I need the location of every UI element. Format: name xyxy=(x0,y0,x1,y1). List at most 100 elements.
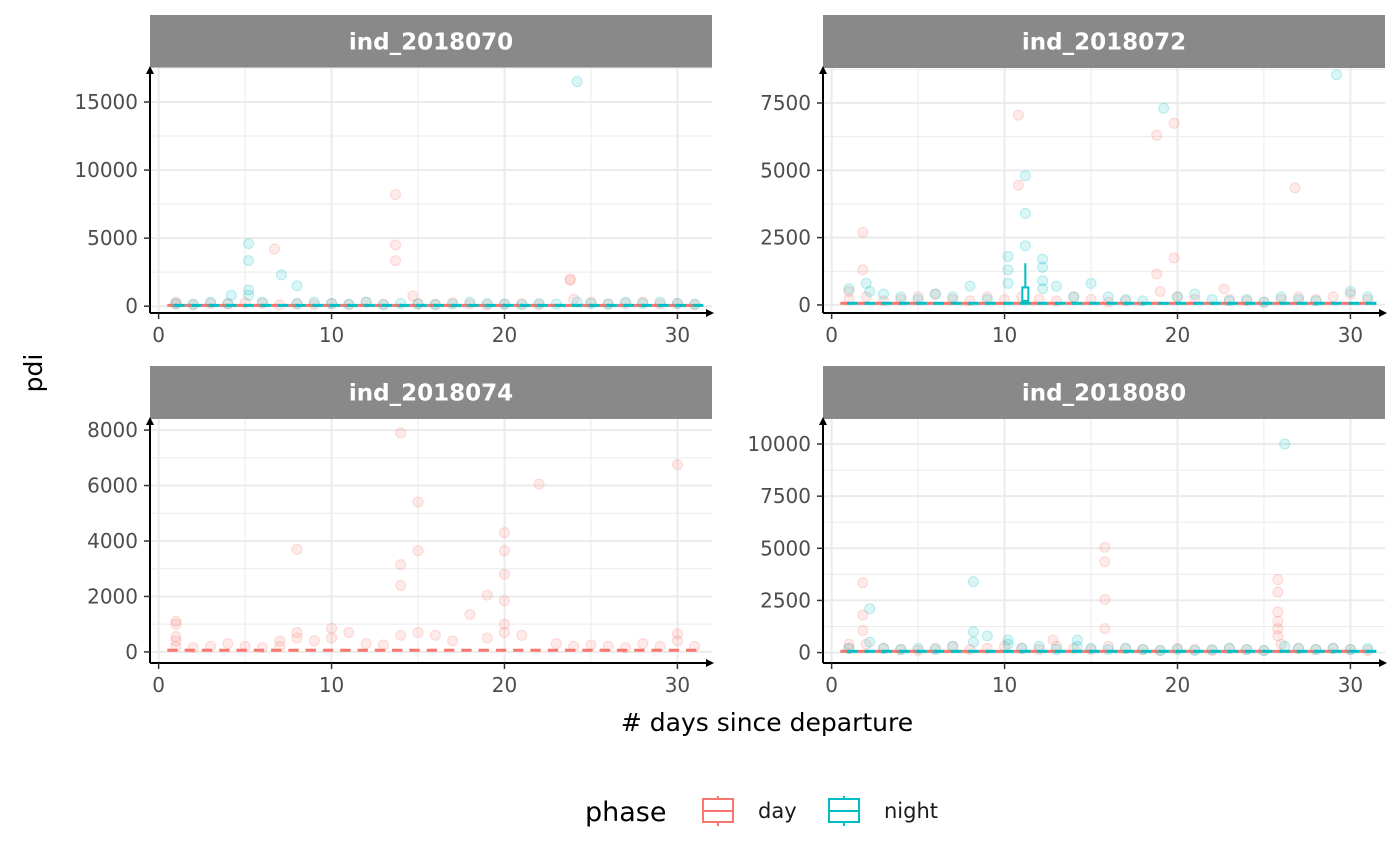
y-axis-title: pdi xyxy=(19,354,48,393)
data-point-night xyxy=(1050,643,1062,655)
data-point-day xyxy=(1289,182,1301,194)
data-point-night xyxy=(1068,291,1080,303)
data-point-day xyxy=(1272,623,1284,635)
data-point-night xyxy=(1171,643,1183,655)
data-point-day xyxy=(390,189,402,201)
legend-title: phase xyxy=(585,797,666,828)
data-point-night xyxy=(981,630,993,642)
data-point-night xyxy=(671,297,683,309)
data-point-night xyxy=(1085,277,1097,289)
facet-strip-label: ind_2018074 xyxy=(349,381,513,407)
y-axis-arrowhead xyxy=(819,66,827,74)
data-point-day xyxy=(326,622,338,634)
data-point-day xyxy=(1099,541,1111,553)
data-point-night xyxy=(1275,291,1287,303)
facet-strip xyxy=(150,366,712,419)
data-point-night xyxy=(929,288,941,300)
panel-axes: 0 10 20 30 0 2000 4000 6000 8000 xyxy=(87,417,714,697)
data-point-day xyxy=(412,545,424,557)
data-point-night xyxy=(1102,291,1114,303)
x-axis-arrowhead xyxy=(706,659,714,667)
data-point-night xyxy=(1310,643,1322,655)
data-point-day xyxy=(291,632,303,644)
data-point-night xyxy=(964,280,976,292)
x-axis-arrowhead xyxy=(1379,309,1387,317)
x-tick-label: 10 xyxy=(319,673,344,697)
data-point-day xyxy=(637,638,649,650)
y-tick-label: 5000 xyxy=(87,226,138,250)
data-point-night xyxy=(1019,207,1031,219)
x-axis-title: # days since departure xyxy=(621,708,913,737)
data-point-day xyxy=(464,608,476,620)
data-point-day xyxy=(326,632,338,644)
y-tick-label: 2500 xyxy=(760,226,811,250)
data-point-day xyxy=(498,627,510,638)
data-point-night xyxy=(864,603,876,615)
facet-strip-label: ind_2018080 xyxy=(1022,381,1186,407)
data-point-night xyxy=(843,283,855,295)
data-point-day xyxy=(222,638,234,650)
data-point-day xyxy=(1151,129,1163,141)
data-point-night xyxy=(967,626,979,638)
y-axis-arrowhead xyxy=(819,417,827,425)
data-point-night xyxy=(967,636,979,648)
data-point-day xyxy=(1218,283,1230,295)
data-point-day xyxy=(498,527,510,539)
y-tick-label: 5000 xyxy=(760,158,811,182)
data-point-day xyxy=(269,243,281,255)
data-point-night xyxy=(291,297,303,309)
data-point-night xyxy=(895,643,907,655)
data-point-night xyxy=(275,269,287,281)
data-point-night xyxy=(1037,261,1049,273)
data-point-day xyxy=(1099,556,1111,568)
data-point-day xyxy=(170,618,182,630)
data-point-night xyxy=(967,576,979,588)
data-point-night xyxy=(225,289,237,301)
data-point-day xyxy=(1012,179,1024,191)
panel-axes: 0 10 20 30 0 2500 5000 7500 10000 xyxy=(747,417,1387,697)
x-tick-label: 0 xyxy=(152,673,165,697)
data-point-night xyxy=(326,297,338,309)
panel-ind-2018072: ind_2018072 0 10 20 30 0 2500 5000 7500 xyxy=(760,15,1387,347)
y-tick-label: 6000 xyxy=(87,474,138,498)
data-point-day xyxy=(395,427,407,439)
panel-axes: 0 10 20 30 0 5000 10000 15000 xyxy=(74,66,714,347)
data-point-day xyxy=(170,615,182,627)
x-tick-label: 20 xyxy=(1165,323,1190,347)
data-point-night xyxy=(860,277,872,289)
data-point-day xyxy=(564,273,576,285)
data-point-day xyxy=(1272,586,1284,598)
data-point-day xyxy=(1151,268,1163,280)
data-point-day xyxy=(1099,593,1111,605)
panel-ind-2018070: ind_2018070 0 10 20 30 0 5000 10000 15000 xyxy=(74,15,714,347)
data-point-night xyxy=(895,291,907,303)
data-point-day xyxy=(170,635,182,647)
data-point-day xyxy=(395,559,407,571)
data-point-day xyxy=(857,577,869,589)
data-point-night xyxy=(243,289,255,301)
y-tick-label: 7500 xyxy=(760,91,811,115)
facet-strip xyxy=(823,366,1385,419)
facet-strip xyxy=(823,15,1385,68)
data-point-night xyxy=(571,76,583,88)
y-tick-label: 8000 xyxy=(87,418,138,442)
data-point-day xyxy=(1154,285,1166,297)
data-point-night xyxy=(947,291,959,303)
data-point-night xyxy=(395,297,407,309)
data-point-day xyxy=(857,226,869,238)
data-point-day xyxy=(1275,638,1287,650)
y-tick-label: 10000 xyxy=(747,432,811,456)
x-tick-label: 0 xyxy=(152,323,165,347)
data-point-day xyxy=(860,638,872,650)
data-point-day xyxy=(360,638,372,650)
data-point-day xyxy=(843,285,855,297)
x-tick-label: 30 xyxy=(1338,323,1363,347)
data-point-day xyxy=(1344,288,1356,300)
x-axis-arrowhead xyxy=(706,309,714,317)
data-point-night xyxy=(1050,280,1062,292)
panel-points xyxy=(840,69,1377,308)
data-point-day xyxy=(1047,634,1059,646)
data-point-night xyxy=(947,640,959,652)
data-point-night xyxy=(637,297,649,309)
data-point-night xyxy=(1331,69,1343,81)
